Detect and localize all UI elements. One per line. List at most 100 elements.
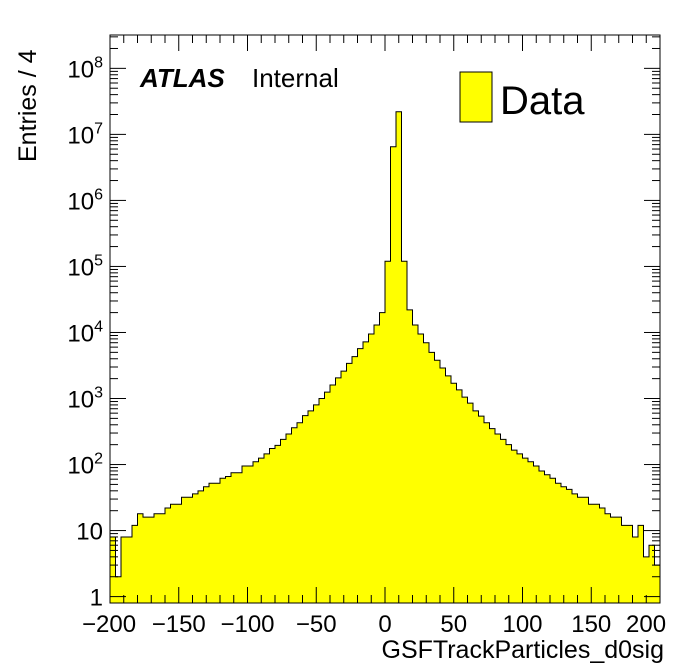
histogram-bar (511, 450, 518, 603)
histogram-bar (368, 333, 375, 603)
histogram-bar (544, 474, 551, 603)
histogram-bar (627, 525, 633, 603)
x-tick-label: −50 (296, 611, 337, 638)
histogram-bar (495, 434, 501, 603)
histogram-bar (187, 497, 193, 603)
histogram-bar (434, 360, 441, 603)
histogram-bar (231, 472, 237, 603)
histogram-bar (396, 111, 402, 603)
histogram-bar (247, 466, 254, 603)
histogram-bar (258, 458, 265, 603)
histogram-bar (121, 536, 127, 603)
histogram-bar (467, 403, 474, 603)
histogram-bar (451, 383, 457, 603)
histogram-bar (478, 416, 485, 603)
y-tick-label: 104 (67, 318, 103, 347)
histogram-bar (506, 444, 512, 603)
histogram-bar (412, 324, 419, 603)
histogram-bar (390, 146, 397, 603)
histogram-bar (319, 398, 325, 603)
histogram-bar (137, 513, 144, 603)
histogram-bar (456, 389, 463, 603)
histogram-bar (209, 483, 215, 603)
histogram-bar (577, 497, 584, 603)
histogram-bar (638, 525, 644, 603)
histogram-bar (429, 352, 435, 603)
y-tick-label: 1 (90, 585, 103, 612)
histogram-bar (418, 333, 424, 603)
histogram-bar (352, 356, 358, 603)
histogram-bar (649, 545, 655, 603)
histogram-bar (308, 410, 314, 603)
histogram-bar (236, 472, 243, 603)
histogram-bar (616, 517, 622, 603)
histogram-bar (302, 415, 309, 603)
histogram-bar (363, 341, 369, 603)
histogram-bar (324, 392, 331, 603)
histogram-bar (280, 439, 287, 603)
histogram-bar (473, 410, 479, 603)
histogram-bar (291, 427, 298, 603)
histogram-bar (220, 478, 226, 603)
histogram-bar (561, 486, 567, 603)
histogram-bar (132, 525, 138, 603)
histogram-bar (440, 367, 446, 603)
histogram-bar (462, 397, 468, 603)
histogram-bar (583, 497, 589, 603)
histogram-outline (110, 111, 660, 578)
histogram-bar (572, 493, 578, 603)
histogram-bar (341, 371, 347, 603)
y-tick-label: 106 (67, 186, 103, 215)
x-tick-label: 200 (626, 611, 666, 638)
histogram-bar (313, 404, 320, 603)
x-tick-label: −150 (152, 611, 206, 638)
histogram-bar (330, 385, 336, 603)
histogram-bar (126, 536, 133, 603)
histogram-bar (621, 525, 628, 603)
y-tick-label: 107 (67, 120, 103, 149)
legend-label: Data (500, 79, 585, 123)
histogram-bar (484, 422, 490, 603)
atlas-status-label: Internal (252, 63, 339, 93)
histogram-bar (385, 261, 391, 603)
histogram-bar (533, 466, 540, 603)
histogram-bar (110, 536, 116, 603)
y-tick-label: 105 (67, 252, 103, 281)
x-tick-label: −200 (82, 611, 136, 638)
histogram-bar (154, 513, 160, 603)
histogram-bar (225, 476, 232, 603)
histogram-bar (242, 466, 248, 603)
histogram-bar (566, 489, 573, 603)
histogram-bar (346, 363, 353, 603)
histogram-bar (297, 422, 303, 603)
histogram-bars (110, 111, 661, 603)
histogram-bar (214, 483, 221, 603)
histogram-bar (115, 576, 122, 603)
histogram-bar (528, 461, 534, 603)
histogram-bar (165, 507, 171, 603)
histogram-bar (517, 453, 523, 603)
histogram-bar (374, 324, 380, 603)
x-tick-label: 150 (571, 611, 611, 638)
plot-frame (109, 34, 661, 604)
x-tick-label: 0 (378, 611, 391, 638)
histogram-bar (198, 490, 204, 603)
histogram-bar (181, 497, 188, 603)
y-tick-label: 108 (67, 54, 103, 83)
x-tick-label: −100 (220, 611, 274, 638)
x-tick-label: 50 (440, 611, 467, 638)
histogram-bar (489, 428, 496, 603)
histogram-bar (203, 486, 210, 603)
histogram-bar (148, 517, 155, 603)
histogram-bar (500, 439, 507, 603)
atlas-label: ATLAS (139, 63, 225, 93)
histogram-bar (605, 513, 611, 603)
y-axis-label: Entries / 4 (14, 49, 42, 162)
x-tick-labels: −200 −150 −100 −50 0 50 100 150 200 (82, 611, 666, 638)
histogram-bar (159, 513, 166, 603)
legend-swatch (459, 71, 493, 123)
y-tick-label: 103 (67, 385, 103, 414)
y-tick-labels: 1 10 102 103 104 105 106 107 108 (67, 54, 103, 611)
histogram-bar (599, 507, 606, 603)
